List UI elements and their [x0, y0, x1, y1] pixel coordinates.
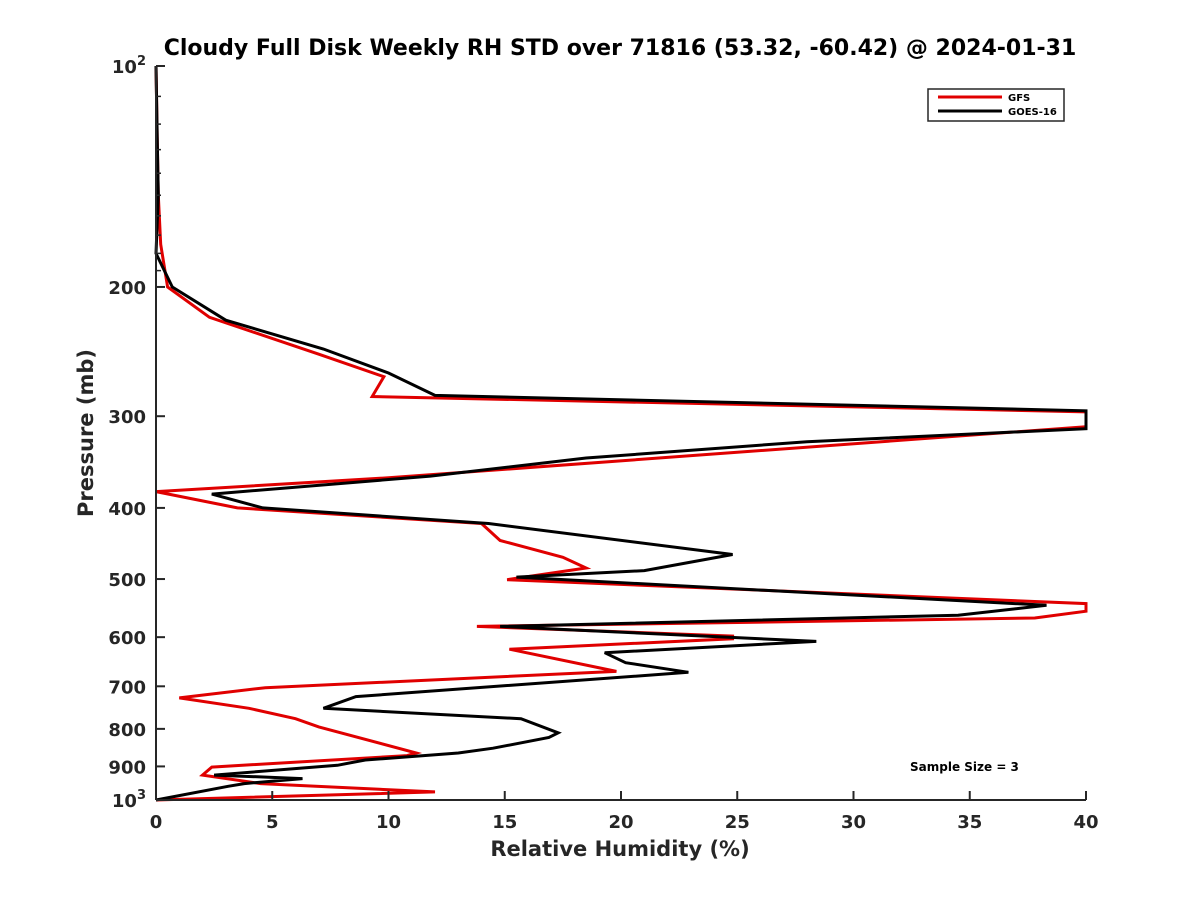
sample-size-annotation: Sample Size = 3	[910, 760, 1019, 774]
y-axis-label: Pressure (mb)	[74, 349, 98, 517]
y-tick-base: 900	[108, 757, 146, 778]
y-tick-label: 103	[112, 788, 146, 812]
y-tick-label: 400	[108, 499, 146, 520]
legend-label-gfs: GFS	[1008, 93, 1030, 104]
y-tick-label: 800	[108, 720, 146, 741]
y-tick-base: 200	[108, 278, 146, 299]
x-tick-label: 25	[725, 812, 750, 833]
y-tick-exponent: 2	[137, 54, 146, 69]
x-tick-label: 10	[376, 812, 401, 833]
x-tick-label: 35	[957, 812, 982, 833]
legend-box	[927, 88, 1065, 122]
y-tick-label: 600	[108, 628, 146, 649]
x-axis-label: Relative Humidity (%)	[490, 837, 749, 861]
y-tick-label: 300	[108, 407, 146, 428]
chart-title: Cloudy Full Disk Weekly RH STD over 7181…	[164, 36, 1077, 61]
x-tick-label: 20	[608, 812, 633, 833]
y-tick-base: 400	[108, 499, 146, 520]
legend-label-goes16: GOES-16	[1008, 107, 1057, 118]
y-tick-base: 500	[108, 570, 146, 591]
y-tick-base: 10	[112, 791, 137, 812]
series-layer	[154, 65, 1088, 802]
y-tick-base: 700	[108, 677, 146, 698]
series-line-goes16	[154, 65, 1088, 802]
x-tick-label: 40	[1073, 812, 1098, 833]
x-tick-label: 30	[841, 812, 866, 833]
y-tick-label: 102	[112, 54, 146, 78]
y-tick-exponent: 3	[137, 788, 146, 803]
x-tick-label: 5	[266, 812, 279, 833]
y-tick-base: 600	[108, 628, 146, 649]
x-tick-label: 15	[492, 812, 517, 833]
series-line-gfs	[154, 65, 1088, 802]
y-tick-label: 200	[108, 278, 146, 299]
x-tick-label: 0	[150, 812, 163, 833]
y-tick-label: 700	[108, 677, 146, 698]
y-tick-base: 800	[108, 720, 146, 741]
y-tick-label: 500	[108, 570, 146, 591]
legend: GFS GOES-16	[927, 88, 1065, 122]
x-axis-ticks: 0 5 10 15 20 25 30 35 40	[150, 791, 1099, 833]
y-tick-base: 10	[112, 57, 137, 78]
y-tick-base: 300	[108, 407, 146, 428]
y-tick-label: 900	[108, 757, 146, 778]
